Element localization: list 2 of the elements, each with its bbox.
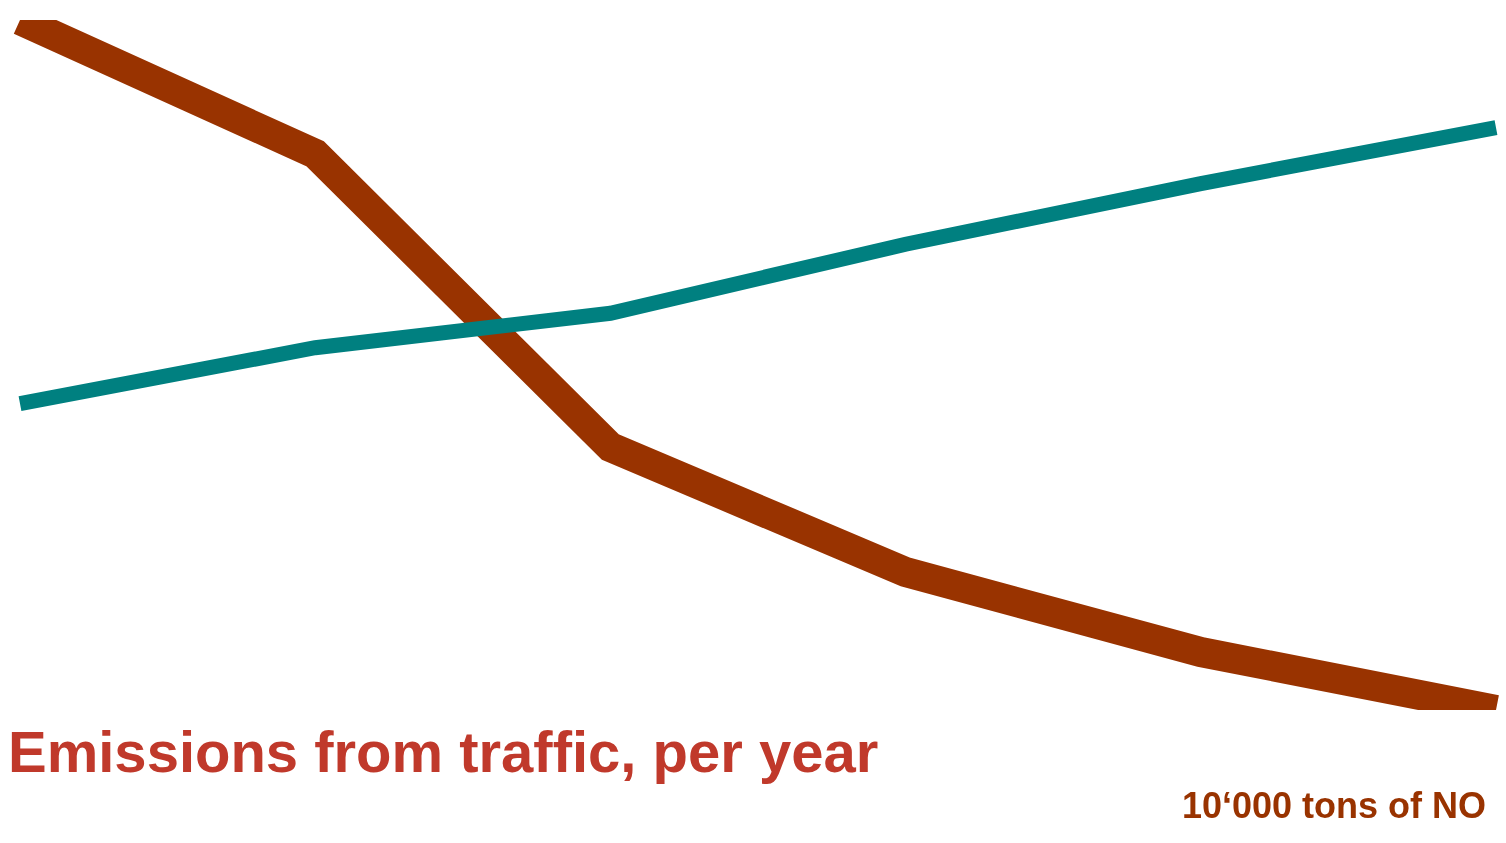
text: Emissions from traffic, per year [7, 719, 880, 784]
text: 10‘000 tons of NO [1180, 784, 1487, 828]
